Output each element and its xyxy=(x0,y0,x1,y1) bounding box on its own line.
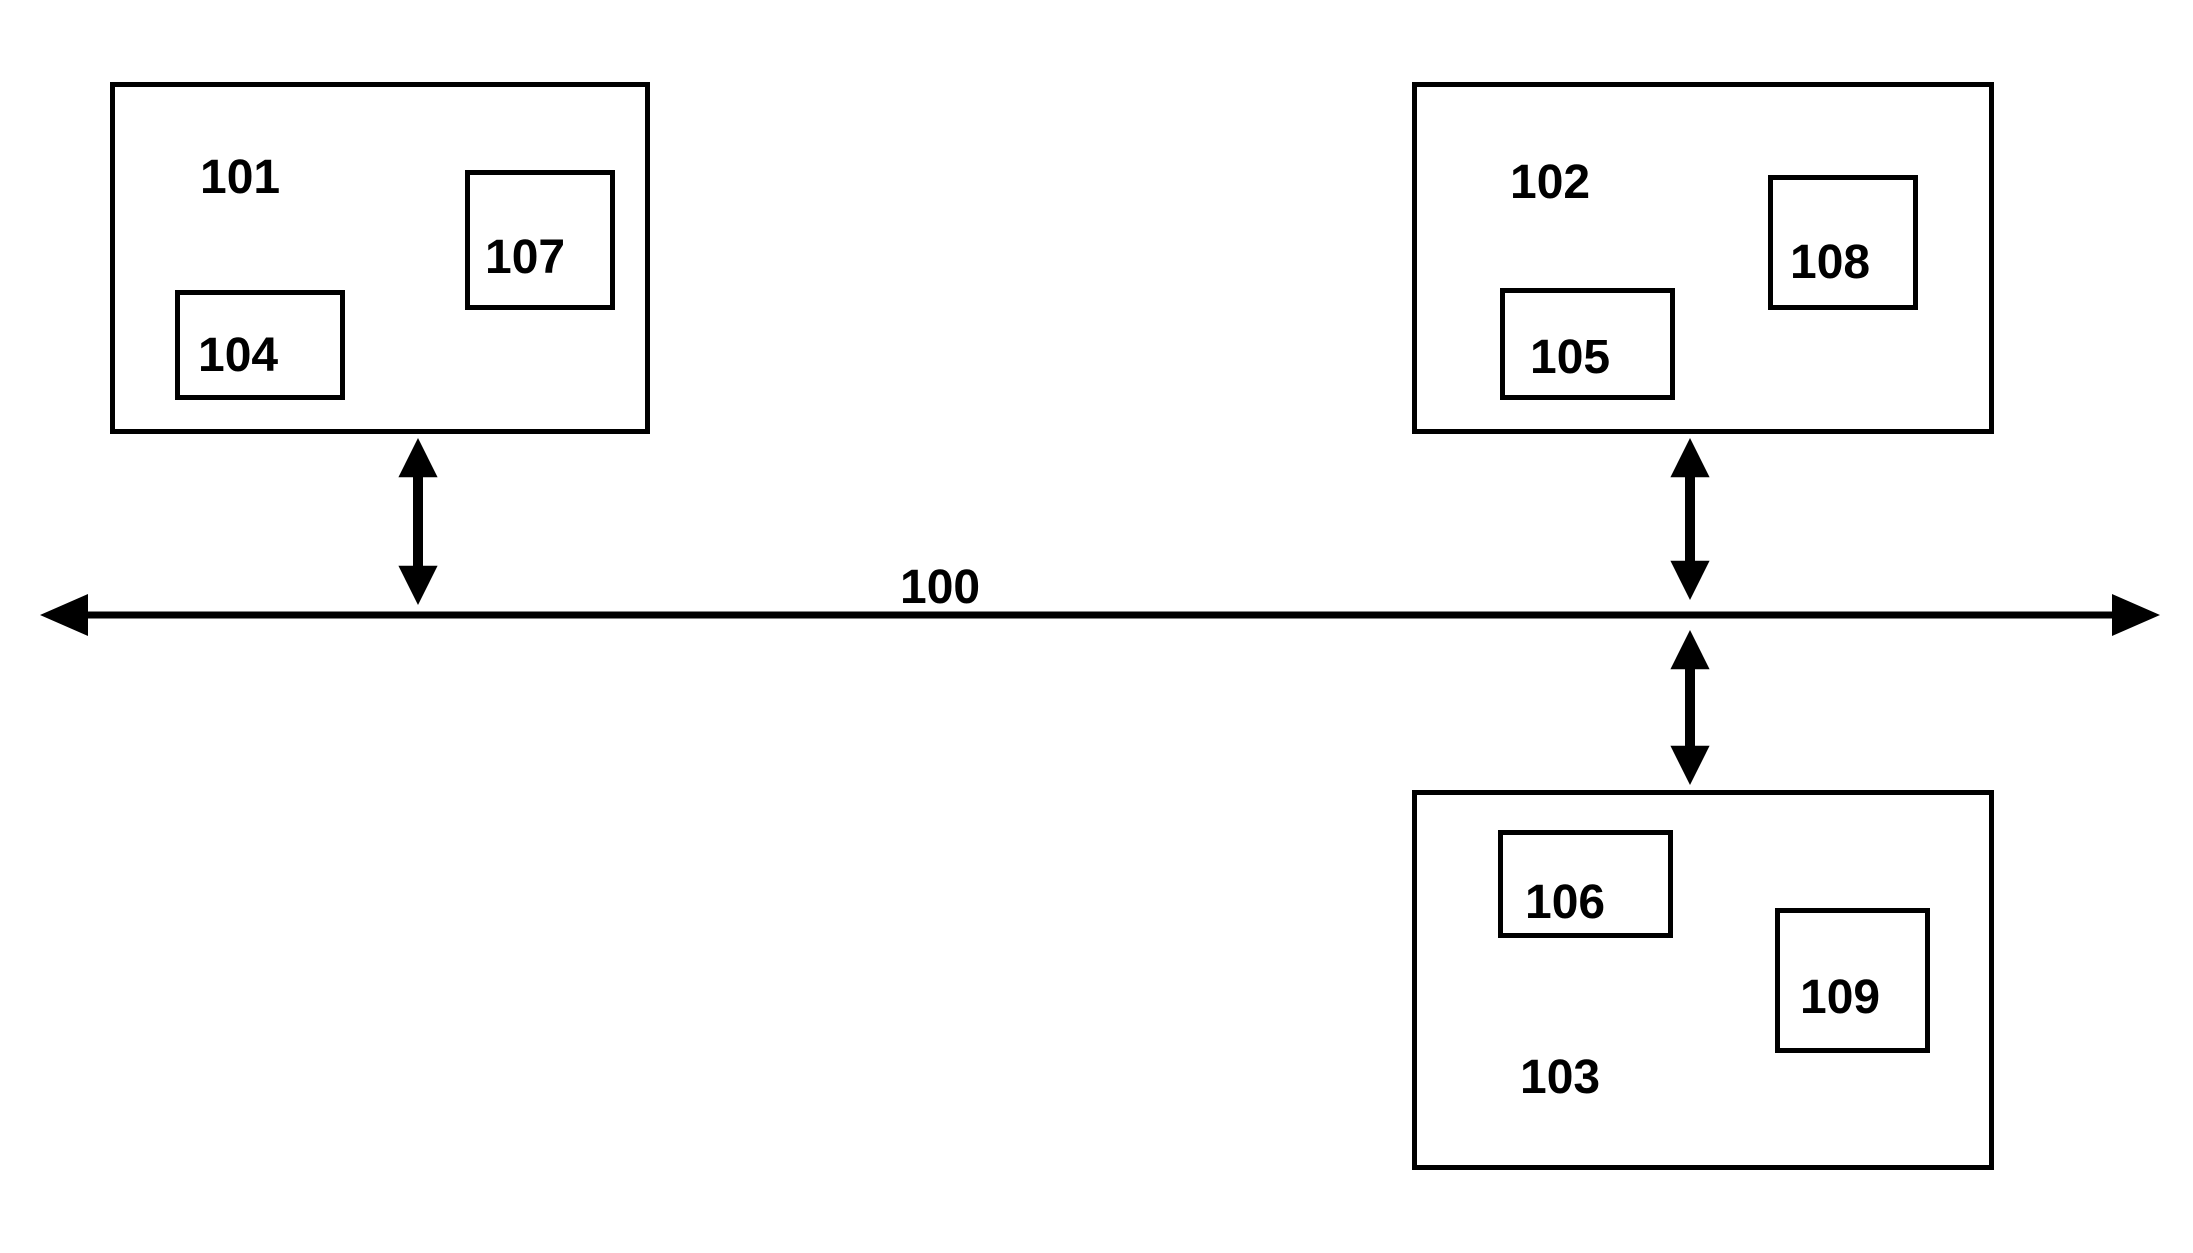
box-106-label: 106 xyxy=(1525,875,1605,930)
box-109-label: 109 xyxy=(1800,970,1880,1025)
box-108-label: 108 xyxy=(1790,235,1870,290)
box-105-label: 105 xyxy=(1530,330,1610,385)
block-102-label: 102 xyxy=(1510,155,1590,210)
box-107-label: 107 xyxy=(485,230,565,285)
block-103-label: 103 xyxy=(1520,1050,1600,1105)
bus-label: 100 xyxy=(900,560,980,615)
box-104-label: 104 xyxy=(198,328,278,383)
diagram-container: 100 101 104 107 102 105 108 103 106 109 xyxy=(0,0,2193,1253)
block-101-label: 101 xyxy=(200,150,280,205)
